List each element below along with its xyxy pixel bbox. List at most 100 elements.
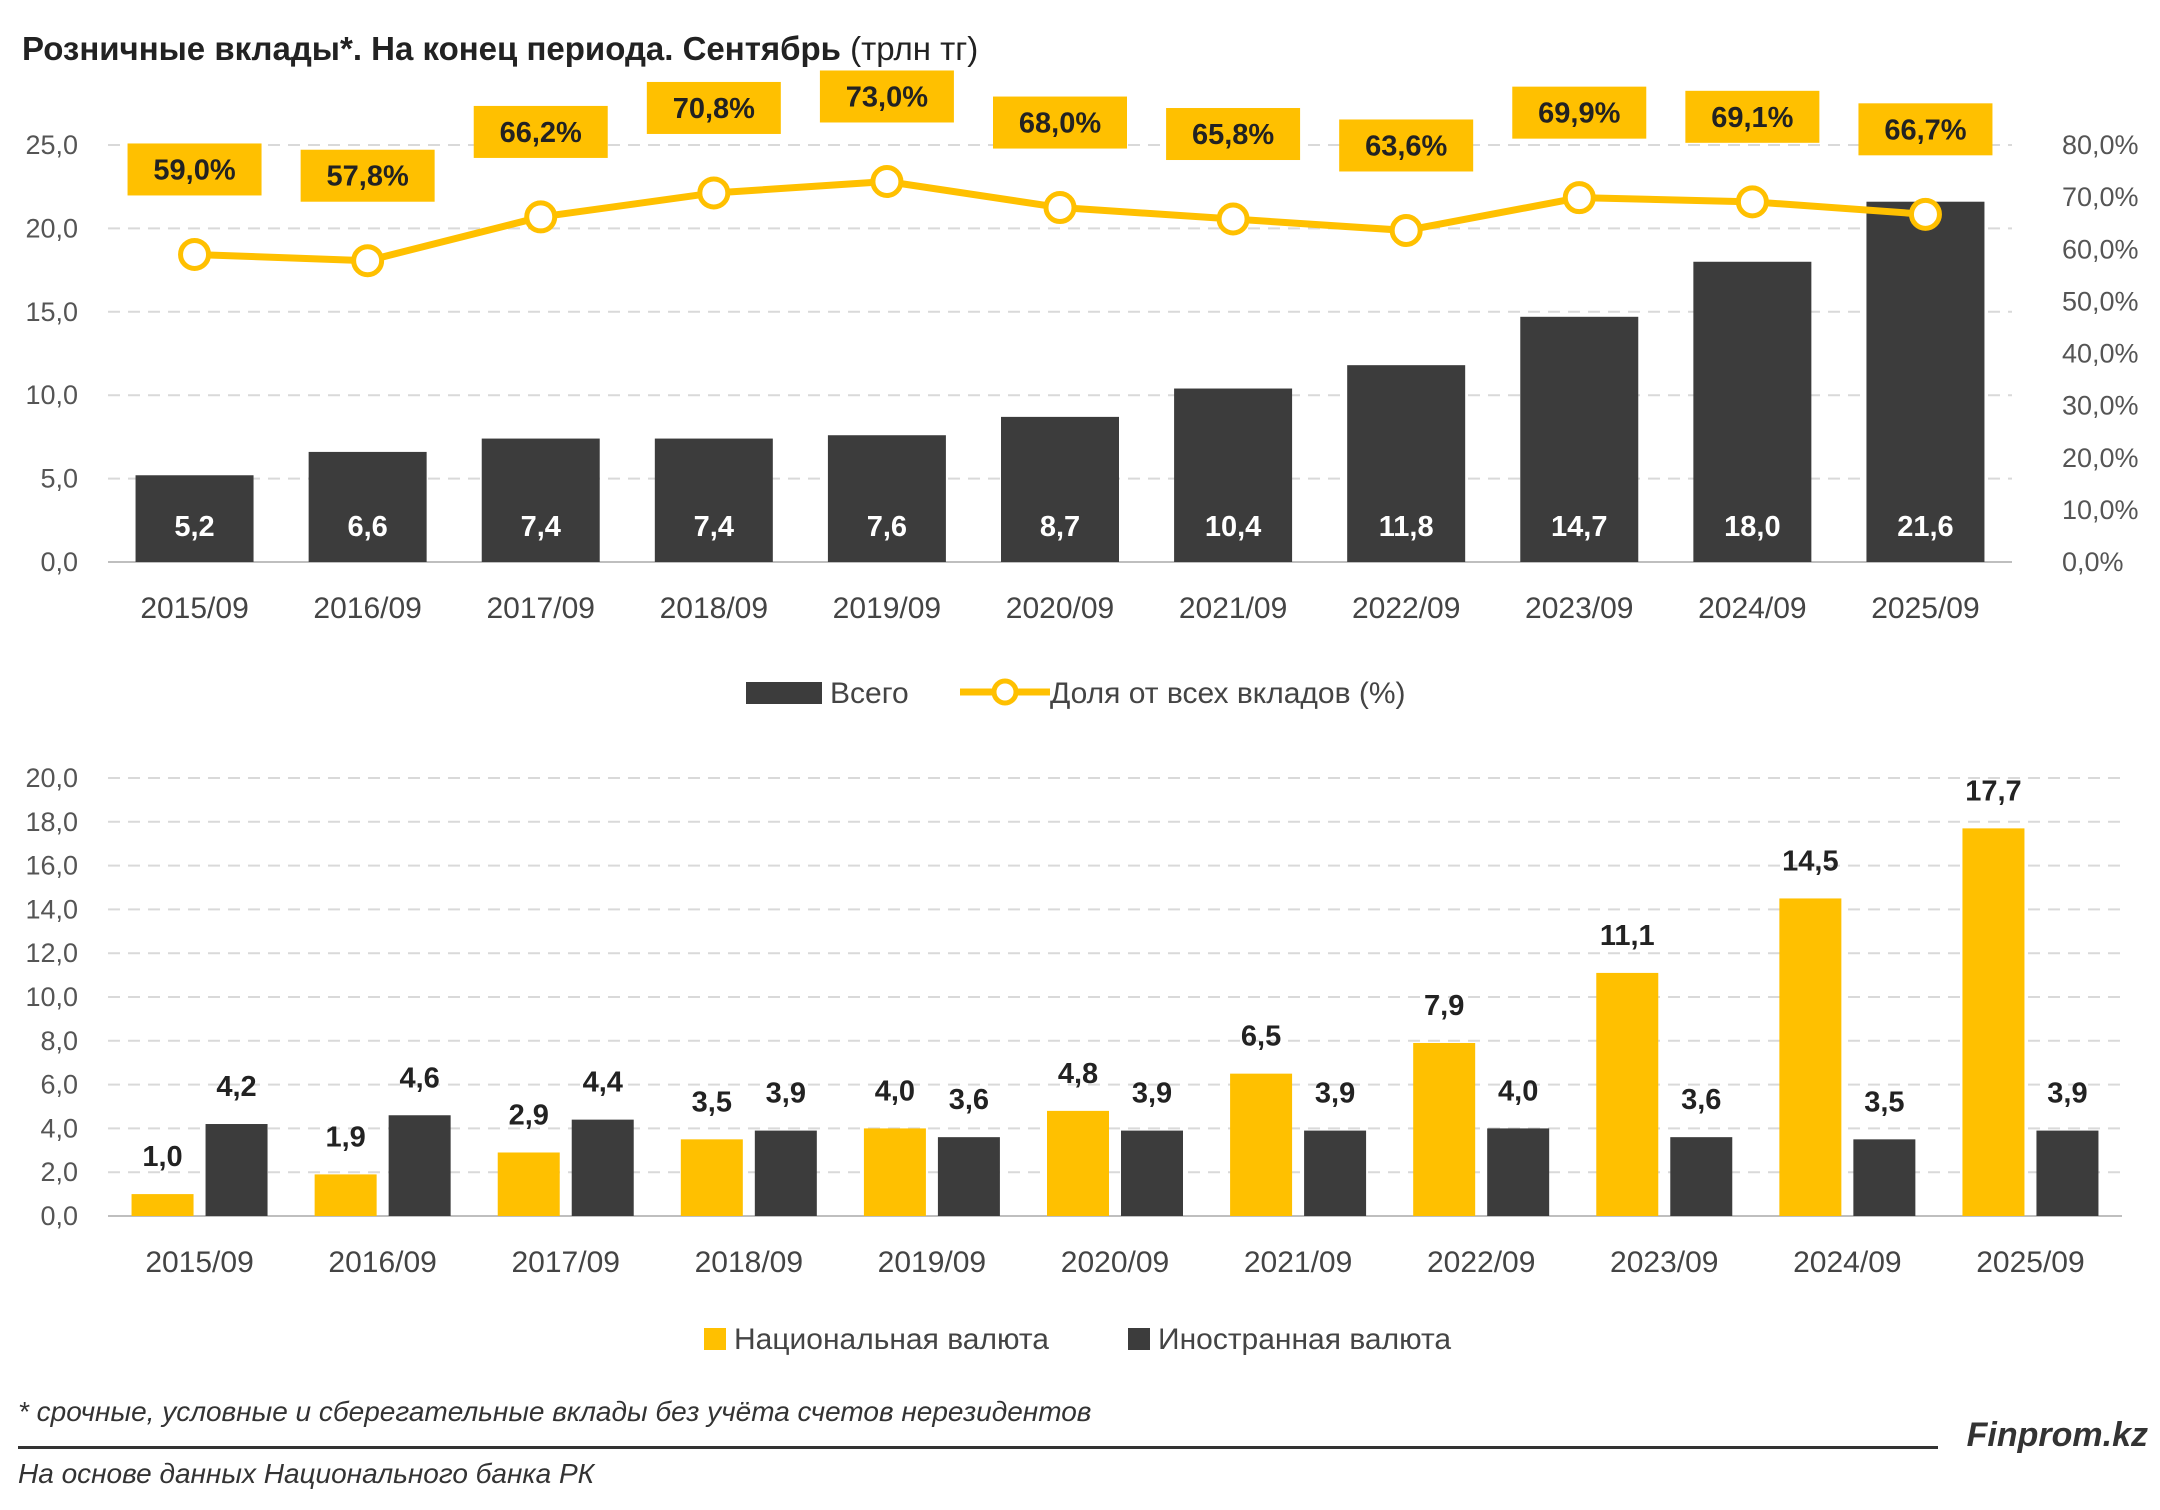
share-data-label: 66,2% bbox=[500, 117, 582, 149]
y-tick-label: 12,0 bbox=[25, 938, 78, 968]
bar-foreign-data-label: 4,0 bbox=[1498, 1075, 1538, 1107]
legend-label-share: Доля от всех вкладов (%) bbox=[1050, 677, 1406, 710]
bar-national bbox=[131, 1194, 194, 1216]
x-tick-label: 2020/09 bbox=[1061, 1246, 1169, 1279]
y-tick-label: 20,0 bbox=[25, 763, 78, 793]
bar-data-label: 7,6 bbox=[867, 511, 907, 543]
y-right-tick-label: 40,0% bbox=[2062, 339, 2139, 369]
y-tick-label: 16,0 bbox=[25, 851, 78, 881]
x-tick-label: 2018/09 bbox=[660, 592, 768, 625]
bar-total bbox=[1866, 201, 1985, 562]
bar-foreign bbox=[937, 1137, 1000, 1216]
y-right-tick-label: 50,0% bbox=[2062, 286, 2139, 316]
x-tick-label: 2021/09 bbox=[1244, 1246, 1352, 1279]
bar-national bbox=[497, 1152, 560, 1216]
y-tick-label: 2,0 bbox=[40, 1157, 78, 1187]
bar-national-data-label: 3,5 bbox=[692, 1086, 732, 1118]
y-left-tick-label: 0,0 bbox=[40, 547, 78, 577]
x-tick-label: 2017/09 bbox=[512, 1246, 620, 1279]
bar-data-label: 21,6 bbox=[1897, 511, 1953, 543]
bar-total bbox=[1001, 416, 1119, 562]
share-label-box bbox=[646, 81, 781, 134]
share-data-label: 69,9% bbox=[1538, 98, 1620, 130]
bar-data-label: 7,4 bbox=[694, 511, 734, 543]
x-tick-label: 2018/09 bbox=[695, 1246, 803, 1279]
top-chart: 0,0 5,0 10,0 15,0 20,0 25,0 0,0% 10,0% 20,0% 30,0… bbox=[25, 70, 2139, 710]
bar-foreign bbox=[1853, 1139, 1916, 1216]
x-tick-label: 2019/09 bbox=[878, 1246, 986, 1279]
bar-national bbox=[1413, 1042, 1476, 1216]
share-data-label: 65,8% bbox=[1192, 119, 1274, 151]
x-tick-label: 2016/09 bbox=[328, 1246, 436, 1279]
title-main: Розничные вклады*. На конец периода. Сен… bbox=[22, 30, 841, 67]
bar-national-data-label: 6,5 bbox=[1241, 1021, 1281, 1053]
share-data-label: 68,0% bbox=[1019, 108, 1101, 140]
bar-foreign-data-label: 4,6 bbox=[399, 1062, 439, 1094]
share-label-box bbox=[1512, 86, 1647, 139]
bar-data-label: 5,2 bbox=[174, 511, 214, 543]
x-tick-label: 2024/09 bbox=[1793, 1246, 1901, 1279]
y-tick-label: 4,0 bbox=[40, 1113, 78, 1143]
bar-total bbox=[654, 438, 773, 562]
y-right-tick-label: 30,0% bbox=[2062, 391, 2139, 421]
bar-foreign-data-label: 3,9 bbox=[1315, 1078, 1355, 1110]
bar-total bbox=[1520, 316, 1639, 562]
bar-total bbox=[135, 475, 254, 562]
y-left-tick-label: 10,0 bbox=[25, 380, 78, 410]
share-label-box bbox=[127, 143, 262, 196]
bar-total bbox=[827, 435, 946, 562]
bar-national bbox=[1962, 828, 2025, 1216]
bar-data-label: 14,7 bbox=[1551, 511, 1607, 543]
share-label-box bbox=[473, 105, 608, 158]
bar-national bbox=[863, 1128, 926, 1216]
share-data-label: 63,6% bbox=[1365, 130, 1447, 162]
bar-foreign bbox=[205, 1124, 268, 1216]
bar-foreign-data-label: 4,2 bbox=[216, 1071, 256, 1103]
bar-foreign bbox=[754, 1130, 817, 1216]
title-unit: (трлн тг) bbox=[850, 30, 979, 67]
x-tick-label: 2025/09 bbox=[1871, 592, 1979, 625]
bar-total bbox=[1174, 388, 1293, 562]
bar-total bbox=[481, 438, 600, 562]
share-point bbox=[697, 176, 731, 210]
legend-label-total: Всего bbox=[830, 677, 909, 710]
legend-swatch-total bbox=[746, 682, 822, 704]
bar-foreign bbox=[1670, 1137, 1733, 1216]
share-label-box bbox=[1858, 103, 1993, 156]
footnote: * срочные, условные и сберегательные вкл… bbox=[18, 1396, 1092, 1427]
share-data-label: 57,8% bbox=[327, 161, 409, 193]
bar-national bbox=[314, 1174, 377, 1216]
bar-national-data-label: 14,5 bbox=[1782, 845, 1838, 877]
y-tick-label: 8,0 bbox=[40, 1026, 78, 1056]
bar-foreign bbox=[2036, 1130, 2099, 1216]
x-tick-label: 2019/09 bbox=[833, 592, 941, 625]
bar-national-data-label: 4,8 bbox=[1058, 1058, 1098, 1090]
bar-data-label: 8,7 bbox=[1040, 511, 1080, 543]
bar-national-data-label: 1,0 bbox=[142, 1141, 182, 1173]
bar-national-data-label: 4,0 bbox=[875, 1075, 915, 1107]
legend-label-national: Национальная валюта bbox=[734, 1323, 1049, 1356]
bar-data-label: 7,4 bbox=[521, 511, 561, 543]
share-data-label: 69,1% bbox=[1711, 102, 1793, 134]
bar-total bbox=[1347, 365, 1466, 562]
bar-foreign bbox=[1121, 1130, 1183, 1216]
x-tick-label: 2017/09 bbox=[487, 592, 595, 625]
bar-data-label: 18,0 bbox=[1724, 511, 1780, 543]
share-point bbox=[178, 237, 212, 271]
bar-national bbox=[1230, 1073, 1293, 1216]
x-tick-label: 2022/09 bbox=[1427, 1246, 1535, 1279]
y-right-tick-label: 80,0% bbox=[2062, 130, 2139, 160]
bar-data-label: 10,4 bbox=[1205, 511, 1261, 543]
x-tick-label: 2015/09 bbox=[145, 1246, 253, 1279]
x-tick-label: 2023/09 bbox=[1610, 1246, 1718, 1279]
bar-data-label: 6,6 bbox=[347, 511, 387, 543]
share-point bbox=[351, 244, 385, 278]
bar-foreign-data-label: 3,9 bbox=[766, 1078, 806, 1110]
bar-national-data-label: 2,9 bbox=[509, 1099, 549, 1131]
legend-swatch-foreign bbox=[1128, 1328, 1150, 1350]
x-tick-label: 2025/09 bbox=[1976, 1246, 2084, 1279]
x-tick-label: 2016/09 bbox=[313, 592, 421, 625]
bar-national bbox=[680, 1139, 743, 1216]
y-tick-label: 10,0 bbox=[25, 982, 78, 1012]
x-tick-label: 2024/09 bbox=[1698, 592, 1806, 625]
